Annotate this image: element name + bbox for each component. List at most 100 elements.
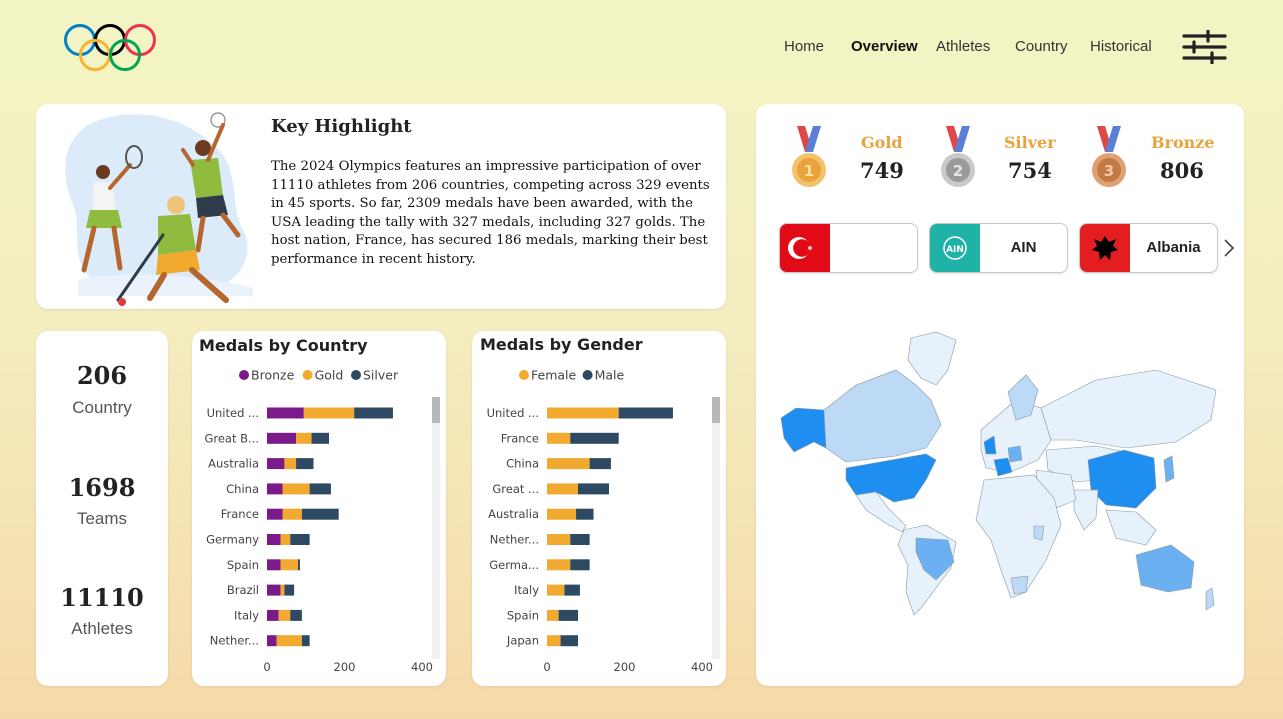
nav-home[interactable]: Home [784,38,825,55]
key-highlight-card: Key Highlight The 2024 Olympics features… [36,104,726,309]
country-card-albania[interactable]: Albania [1079,223,1218,273]
world-medal-map[interactable] [776,330,1224,622]
bar-segment[interactable] [589,458,611,470]
country-card-label [830,224,917,272]
map-se-asia [1105,509,1157,546]
category-label: Great B... [204,431,259,445]
category-label: Great ... [492,482,539,496]
bar-segment[interactable] [547,483,578,495]
bar-segment[interactable] [280,559,298,571]
country-card-label: AIN [1010,239,1037,256]
bar-segment[interactable] [547,407,619,419]
scrollbar-thumb[interactable] [712,397,720,423]
bar-segment[interactable] [311,432,329,444]
bar-segment[interactable] [296,432,312,444]
nav-overview[interactable]: Overview [851,38,918,55]
silver-value: 754 [1008,158,1052,183]
map-japan [1163,455,1175,483]
bar-segment[interactable] [578,483,609,495]
bar-segment[interactable] [547,508,577,520]
gold-label: Gold [861,133,903,152]
svg-text:3: 3 [1104,162,1114,180]
category-label: Brazil [227,583,259,597]
bar-segment[interactable] [267,609,279,621]
country-card-turkey[interactable] [779,223,918,273]
map-russia [1040,369,1217,449]
bar-segment[interactable] [301,635,310,647]
bar-segment[interactable] [547,534,571,545]
bar-segment[interactable] [354,407,393,419]
albania-flag-icon [1080,224,1130,272]
bronze-label: Bronze [1151,133,1215,152]
legend-label: Male [595,368,625,383]
scrollbar-thumb[interactable] [432,397,440,423]
bar-segment[interactable] [282,508,302,520]
bar-segment[interactable] [547,458,590,470]
athletes-illustration [65,112,253,306]
bar-segment[interactable] [267,559,281,571]
bar-segment[interactable] [290,534,310,545]
x-tick-label: 400 [411,660,433,674]
category-label: Germa... [489,558,539,572]
map-kenya [1033,525,1045,541]
bar-segment[interactable] [267,635,277,647]
chevron-right-icon[interactable] [1222,238,1236,258]
bar-segment[interactable] [290,609,302,621]
bar-segment[interactable] [284,458,297,470]
bar-segment[interactable] [547,609,559,621]
category-label: China [226,482,259,496]
bar-segment[interactable] [303,407,355,419]
bronze-value: 806 [1160,158,1204,183]
nav-athletes[interactable]: Athletes [936,38,991,55]
bar-segment[interactable] [298,559,300,571]
bar-segment[interactable] [301,508,339,520]
nav-historical[interactable]: Historical [1090,38,1152,55]
legend-marker [519,370,529,380]
bar-segment[interactable] [267,407,304,419]
bar-segment[interactable] [267,458,285,470]
scrollbar-track[interactable] [432,397,440,659]
map-scandinavia [1007,374,1039,421]
bar-segment[interactable] [547,584,565,596]
bar-segment[interactable] [618,407,673,419]
nav-country[interactable]: Country [1015,38,1068,55]
bar-segment[interactable] [284,584,295,596]
category-label: Italy [514,583,539,597]
bar-segment[interactable] [547,432,571,444]
legend-marker [351,370,361,380]
bar-segment[interactable] [276,635,302,647]
bar-segment[interactable] [267,483,283,495]
category-label: Nether... [490,533,539,547]
bar-segment[interactable] [570,432,619,444]
bar-segment[interactable] [278,609,291,621]
bar-segment[interactable] [547,559,571,571]
bar-segment[interactable] [296,458,314,470]
bar-segment[interactable] [282,483,310,495]
filter-sliders-icon[interactable] [1182,30,1228,64]
legend-marker [239,370,249,380]
bar-segment[interactable] [267,432,297,444]
bar-segment[interactable] [570,534,590,545]
bar-segment[interactable] [547,635,561,647]
bar-segment[interactable] [267,534,281,545]
kpi-teams-value: 1698 [68,473,136,502]
bar-segment[interactable] [560,635,578,647]
bar-segment[interactable] [558,609,578,621]
scrollbar-track[interactable] [712,397,720,659]
country-card-ain[interactable]: AIN AIN [929,223,1068,273]
map-usa [845,453,937,503]
bar-segment[interactable] [309,483,331,495]
bar-segment[interactable] [280,584,285,596]
medals-by-gender-card: Medals by Gender Female Male United ... Fra… [472,331,726,686]
legend-label: Silver [363,368,399,383]
bar-segment[interactable] [267,508,283,520]
kpi-athletes-value: 11110 [60,583,144,612]
gold-medal-icon: 1 [792,126,826,187]
bar-segment[interactable] [267,584,281,596]
legend-label: Gold [315,368,344,383]
kpi-country-value: 206 [76,361,128,390]
bar-segment[interactable] [280,534,291,545]
bar-segment[interactable] [564,584,580,596]
bar-segment[interactable] [576,508,594,520]
bar-segment[interactable] [570,559,590,571]
